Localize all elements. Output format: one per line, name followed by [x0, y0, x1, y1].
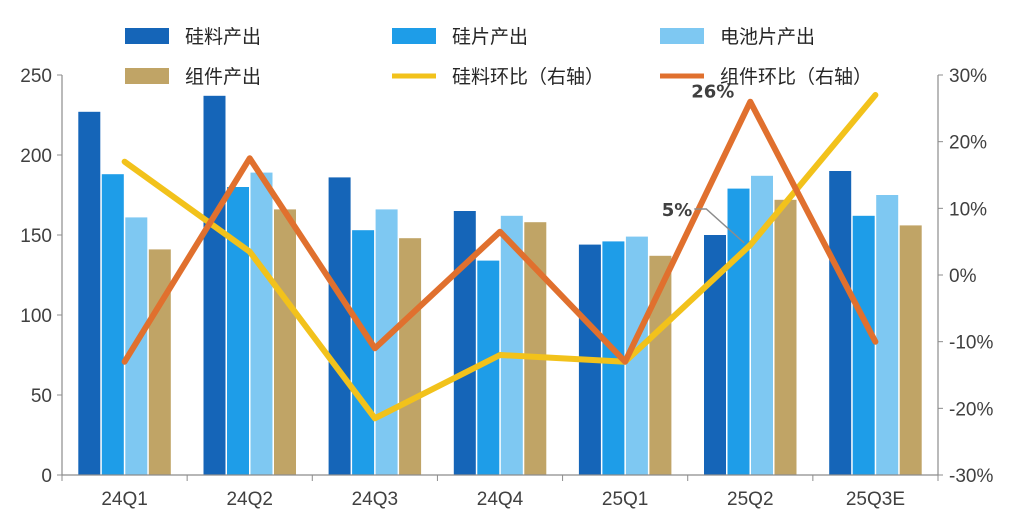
bar-24Q3-3 [399, 238, 422, 475]
x-tick-label: 25Q2 [727, 489, 773, 510]
legend-swatch [125, 28, 169, 44]
y-tick-label: 150 [20, 226, 52, 247]
line-series-1 [121, 98, 879, 365]
bar-24Q2-2 [250, 172, 273, 475]
y2-tick-label: -30% [949, 466, 993, 487]
legend-swatch [125, 68, 169, 84]
y2-tick-label: -20% [949, 399, 993, 420]
y2-tick-label: 30% [949, 66, 987, 87]
bar-24Q4-1 [477, 260, 500, 475]
bar-24Q4-2 [500, 215, 523, 476]
legend-label: 硅料环比（右轴） [452, 66, 604, 88]
annotation-label: 5% [662, 200, 693, 221]
y-tick-label: 0 [41, 466, 52, 487]
bar-24Q1-3 [148, 249, 171, 475]
bar-24Q3-1 [352, 230, 375, 475]
bar-25Q3E-1 [852, 215, 875, 476]
bar-25Q2-0 [704, 235, 726, 475]
y-tick-label: 100 [20, 306, 52, 327]
bar-25Q3E-3 [899, 225, 922, 475]
y-tick-label: 50 [31, 386, 52, 407]
legend-swatch [392, 28, 436, 44]
legend-label: 组件产出 [185, 66, 261, 88]
bar-24Q1-0 [78, 111, 101, 476]
legend-label: 电池片产出 [720, 26, 815, 48]
bar-24Q3-0 [328, 177, 351, 475]
x-tick-label: 24Q3 [352, 489, 398, 510]
y2-tick-label: 0% [949, 266, 977, 287]
bar-24Q4-3 [524, 222, 547, 475]
bar-25Q3E-2 [876, 195, 899, 475]
axes: 0 50 100 150 200 250 -30% -20% -10% 0% 10% 20% 30% 24… [20, 66, 993, 510]
bar-24Q2-3 [274, 209, 296, 475]
bar-25Q2-2 [751, 175, 773, 476]
x-tick-label: 25Q3E [846, 489, 905, 510]
y-tick-label: 250 [20, 66, 52, 87]
annotation-leader [694, 208, 745, 244]
legend-label: 硅料产出 [185, 26, 261, 48]
bar-layer [78, 95, 922, 476]
annotations: 26% 5% [662, 82, 745, 244]
x-tick-label: 25Q1 [602, 489, 648, 510]
bar-24Q2-1 [227, 187, 249, 475]
y2-tick-label: 10% [949, 199, 987, 220]
legend-label: 硅片产出 [452, 26, 528, 48]
bar-24Q4-0 [453, 211, 476, 475]
y-tick-label: 200 [20, 146, 52, 167]
y2-tick-label: 20% [949, 133, 987, 154]
y2-tick-label: -10% [949, 333, 993, 354]
bar-25Q2-3 [774, 199, 797, 476]
x-tick-label: 24Q2 [226, 489, 272, 510]
bar-24Q2-0 [203, 95, 226, 476]
bar-25Q1-2 [625, 236, 648, 475]
line-series-0 [121, 92, 879, 422]
line-layer [121, 92, 879, 422]
legend-swatch [660, 28, 704, 44]
bar-25Q3E-0 [829, 171, 852, 475]
bar-24Q1-1 [101, 174, 124, 475]
legend-label: 组件环比（右轴） [720, 66, 872, 88]
x-tick-label: 24Q4 [477, 489, 524, 510]
annotation-label: 26% [691, 82, 734, 103]
bar-25Q1-3 [649, 255, 672, 475]
x-tick-label: 24Q1 [101, 489, 147, 510]
